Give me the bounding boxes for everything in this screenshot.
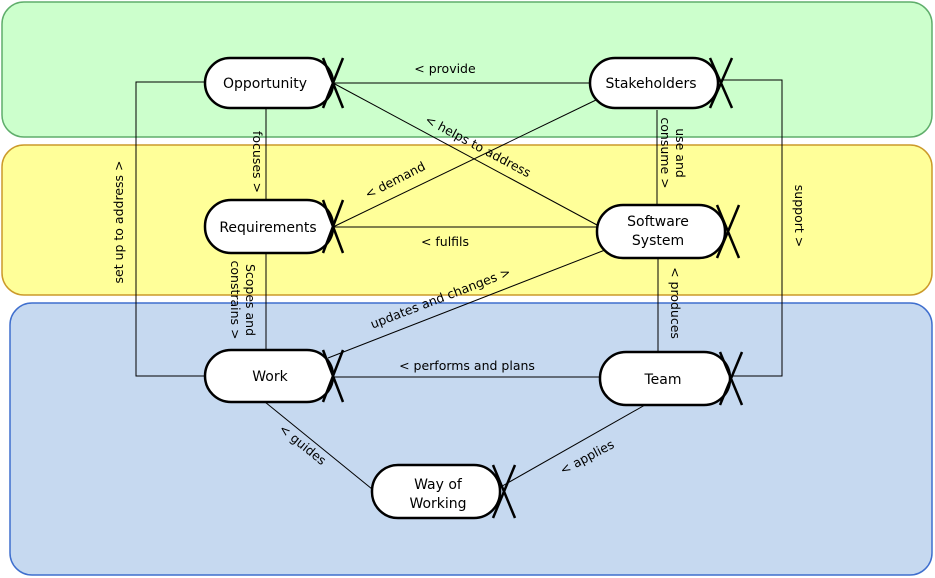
node-stakeholders[interactable]: Stakeholders (588, 56, 734, 110)
cross-marker-icon (321, 57, 345, 109)
cross-marker-icon (321, 199, 345, 254)
edge-set-up-to-address (135, 81, 205, 377)
node-label-line-1: Way of (414, 477, 463, 493)
edge-label-use-and-consume: use and consume > (658, 117, 688, 188)
edge-label-line-2: constrains > (228, 260, 243, 339)
edge-label-line-1: use and (673, 128, 688, 178)
node-software-system[interactable]: Software System (595, 203, 741, 260)
edge-demand (332, 99, 597, 228)
edge-helps-to-address (332, 82, 598, 226)
node-way-of-working[interactable]: Way of Working (370, 463, 517, 520)
edge-updates-and-changes (327, 249, 606, 359)
node-shape (588, 56, 720, 110)
node-label: Opportunity (223, 76, 307, 92)
edge-label-performs-and-plans: < performs and plans (399, 358, 535, 373)
edge-label-fulfils: < fulfils (421, 234, 469, 249)
node-opportunity[interactable]: Opportunity (203, 56, 345, 110)
cross-marker-icon (491, 464, 517, 519)
node-shape (370, 463, 502, 520)
edge-applies (496, 404, 646, 490)
node-label-line-2: System (632, 233, 684, 249)
cross-marker-icon (708, 57, 734, 109)
node-label: Stakeholders (605, 76, 696, 92)
edge-label-focuses: focuses > (250, 131, 265, 193)
node-label: Work (252, 369, 288, 385)
cross-marker-icon (718, 351, 744, 406)
edge-label-line-1: Scopes and (243, 264, 258, 336)
edge-label-scopes-and-constrains: Scopes and constrains > (228, 260, 258, 339)
node-team[interactable]: Team (598, 350, 744, 407)
edge-label-line-2: consume > (658, 117, 673, 188)
edge-label-produces: < produces (668, 267, 683, 339)
node-label: Requirements (219, 220, 316, 236)
node-label-line-2: Working (409, 496, 466, 512)
edge-label-provide: < provide (414, 61, 476, 76)
node-work[interactable]: Work (203, 348, 345, 404)
cross-marker-icon (321, 349, 345, 403)
edge-support (717, 79, 783, 377)
node-label-line-1: Software (627, 214, 689, 230)
connections (135, 79, 783, 490)
cross-marker-icon (715, 204, 741, 259)
edge-label-support: support > (792, 185, 807, 247)
edge-guides (264, 401, 373, 490)
node-shape (595, 203, 727, 260)
edge-label-set-up-to-address: set up to address > (111, 161, 126, 284)
node-requirements[interactable]: Requirements (203, 198, 345, 255)
node-label: Team (643, 372, 681, 388)
endeavor-area (9, 302, 933, 576)
